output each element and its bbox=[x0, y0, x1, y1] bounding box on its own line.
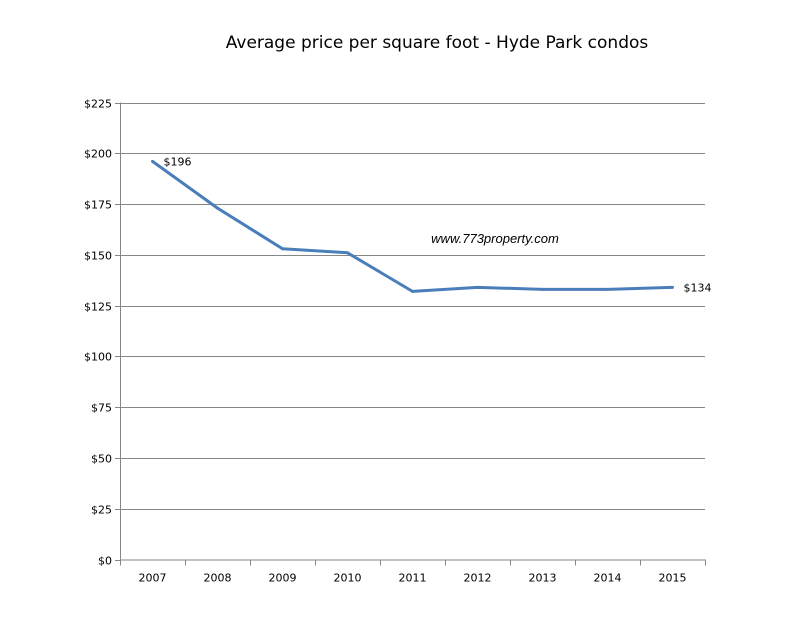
data-label: $134 bbox=[684, 281, 712, 294]
y-tick-label: $50 bbox=[91, 453, 112, 466]
series-line bbox=[151, 160, 673, 293]
y-tick-label: $125 bbox=[84, 301, 112, 314]
y-tick-label: $100 bbox=[84, 351, 112, 364]
data-point bbox=[411, 289, 414, 293]
data-point bbox=[541, 287, 544, 291]
y-tick-label: $225 bbox=[84, 98, 112, 111]
data-point bbox=[476, 285, 479, 289]
x-tick-label: 2010 bbox=[334, 572, 362, 585]
data-label: $196 bbox=[164, 155, 192, 168]
x-tick-label: 2014 bbox=[594, 572, 622, 585]
data-point bbox=[671, 285, 674, 289]
y-tick-label: $150 bbox=[84, 250, 112, 263]
x-tick-label: 2008 bbox=[204, 572, 232, 585]
x-tick-label: 2012 bbox=[464, 572, 492, 585]
y-tick-label: $0 bbox=[98, 555, 112, 568]
data-point bbox=[606, 287, 609, 291]
y-tick-label: $75 bbox=[91, 402, 112, 415]
x-tick-label: 2007 bbox=[139, 572, 167, 585]
data-point bbox=[216, 206, 219, 210]
data-point bbox=[281, 247, 284, 251]
data-point bbox=[346, 251, 349, 255]
y-tick-label: $200 bbox=[84, 148, 112, 161]
x-tick-label: 2011 bbox=[399, 572, 427, 585]
x-tick-label: 2009 bbox=[269, 572, 297, 585]
y-tick-label: $25 bbox=[91, 504, 112, 517]
data-point bbox=[151, 159, 154, 163]
chart-title: Average price per square foot - Hyde Par… bbox=[226, 33, 649, 53]
y-tick-label: $175 bbox=[84, 199, 112, 212]
x-tick-label: 2015 bbox=[659, 572, 687, 585]
x-tick-label: 2013 bbox=[529, 572, 557, 585]
watermark: www.773property.com bbox=[431, 231, 559, 246]
